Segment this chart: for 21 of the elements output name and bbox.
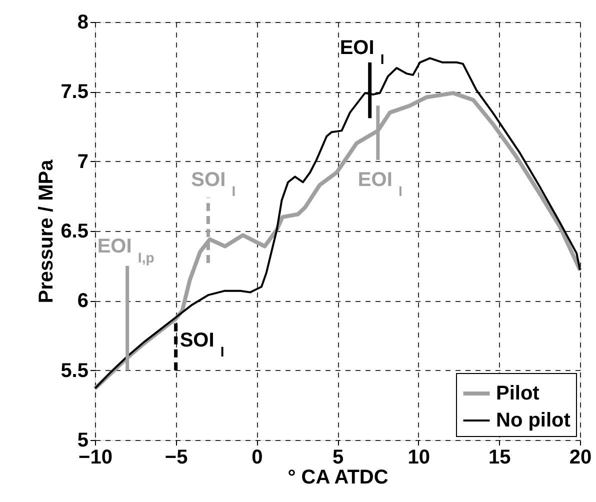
y-tick-label: 8 [77,12,88,34]
x-tick-label: 20 [569,446,592,468]
y-tick-label: 7 [77,150,88,173]
y-tick-label: 6 [77,290,88,312]
x-tick-label: 5 [332,446,344,468]
legend-label: Pilot [496,382,540,404]
x-axis-title: ° CA ATDC [288,466,388,488]
y-tick-label: 5.5 [60,360,88,382]
y-tick-label: 6.5 [60,220,88,242]
annotation: EOII [340,37,384,68]
x-tick-label: −5 [164,446,188,468]
legend-label: No pilot [496,410,571,432]
annotation: EOII [358,168,402,199]
x-tick-label: 0 [252,446,263,468]
annotation: EOII,p [97,235,154,266]
x-tick-label: 15 [488,446,511,468]
annotation: SOII [180,329,224,360]
y-axis-title: Pressure / MPa [36,158,58,304]
x-tick-label: 10 [408,446,430,468]
annotation: SOII [191,169,236,200]
y-tick-label: 7.5 [60,81,88,104]
